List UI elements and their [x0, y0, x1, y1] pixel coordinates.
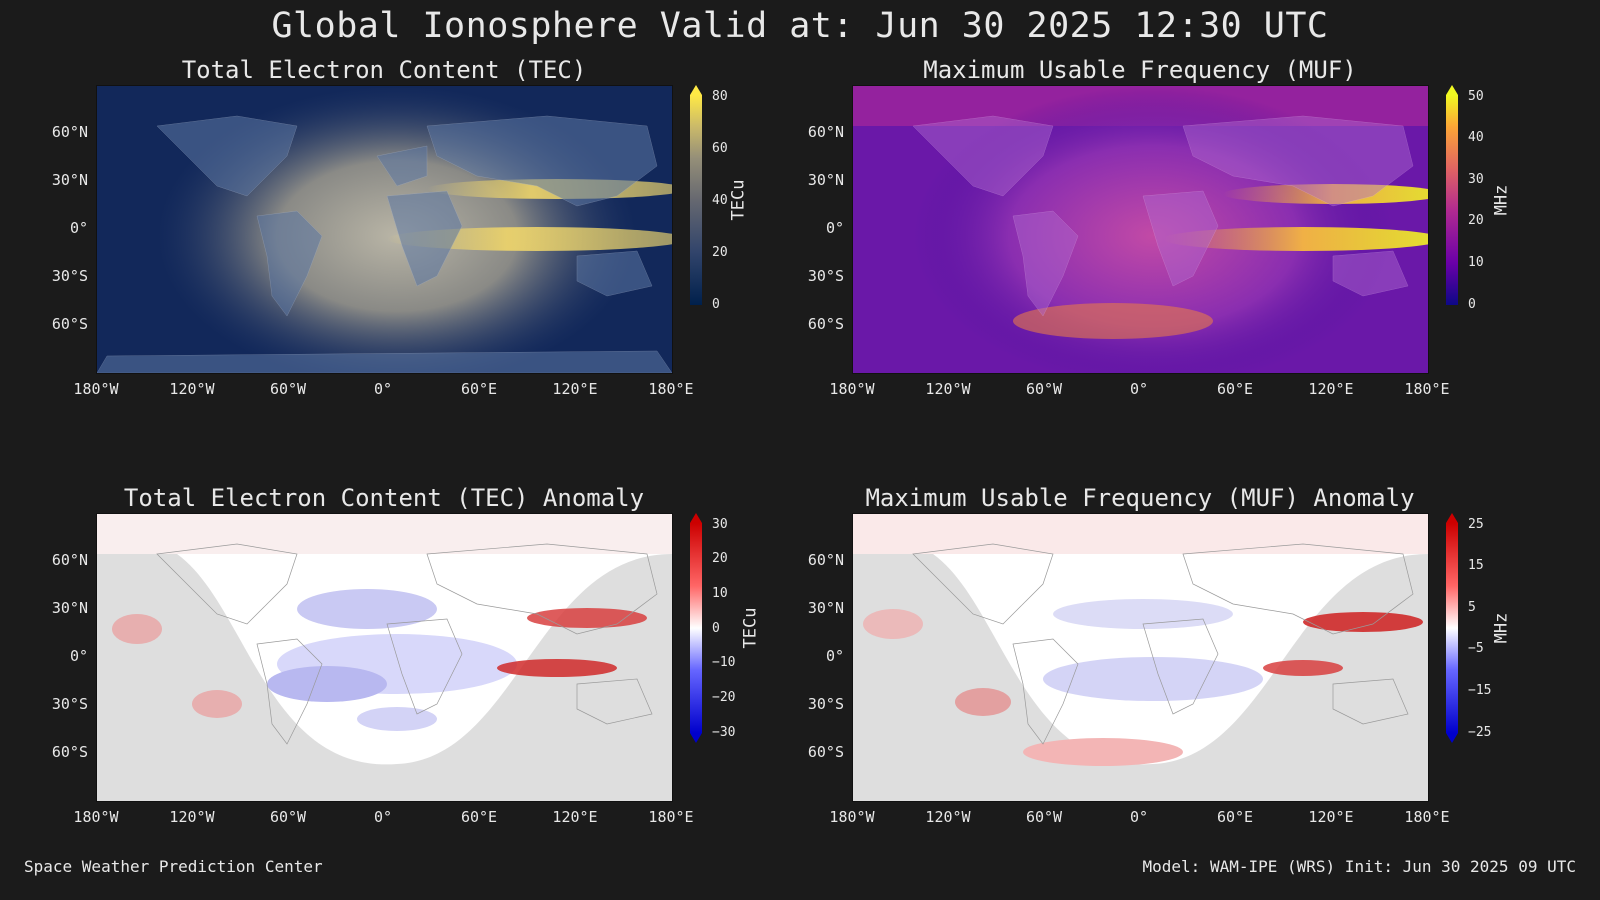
colorbar-tick: −20 — [712, 690, 736, 705]
muf-anomaly-panel-title: Maximum Usable Frequency (MUF) Anomaly — [865, 484, 1415, 512]
footer-agency: Space Weather Prediction Center — [24, 857, 323, 876]
colorbar-tick: −10 — [712, 655, 736, 670]
lat-label: 30°N — [807, 171, 844, 189]
muf-map[interactable] — [852, 85, 1429, 374]
lon-label: 180°E — [648, 380, 694, 398]
lon-label: 0° — [1129, 380, 1149, 398]
colorbar-tick: 60 — [712, 141, 728, 156]
lat-label: 60°N — [51, 551, 88, 569]
footer-model-info: Model: WAM-IPE (WRS) Init: Jun 30 2025 0… — [1142, 857, 1576, 876]
lon-label: 60°E — [460, 380, 498, 398]
colorbar-tick: 5 — [1468, 600, 1476, 615]
tec-panel-title: Total Electron Content (TEC) — [181, 56, 587, 84]
lon-label: 120°W — [169, 808, 215, 826]
lat-label: 0° — [825, 219, 844, 237]
colorbar-tick: −30 — [712, 725, 736, 740]
lon-label: 180°W — [73, 380, 119, 398]
muf-colorbar: 50 40 30 20 10 0 MHz — [1446, 85, 1556, 345]
lon-label: 120°W — [925, 380, 971, 398]
colorbar-tick: 15 — [1468, 558, 1484, 573]
colorbar-tick: 20 — [1468, 213, 1484, 228]
lon-label: 120°E — [552, 380, 598, 398]
lat-label: 0° — [69, 219, 88, 237]
lat-label: 30°S — [51, 267, 88, 285]
tec-anomaly-panel: Total Electron Content (TEC) Anomaly 60°… — [0, 483, 780, 863]
colorbar-tick: −5 — [1468, 641, 1484, 656]
colorbar-tick: 40 — [712, 193, 728, 208]
lat-label: 60°N — [807, 551, 844, 569]
colorbar-tick: 25 — [1468, 517, 1484, 532]
tec-panel: Total Electron Content (TEC) — [0, 55, 780, 435]
lat-label: 60°S — [807, 743, 844, 761]
lon-label: 60°W — [1025, 808, 1063, 826]
lat-label: 0° — [69, 647, 88, 665]
lat-label: 0° — [825, 647, 844, 665]
colorbar-tick: 80 — [712, 89, 728, 104]
muf-anomaly-colorbar-gradient — [1446, 513, 1458, 743]
muf-anomaly-panel: Maximum Usable Frequency (MUF) Anomaly 6… — [756, 483, 1536, 863]
lon-label: 180°E — [648, 808, 694, 826]
lat-label: 60°N — [807, 123, 844, 141]
lon-label: 60°E — [460, 808, 498, 826]
colorbar-tick: 0 — [712, 621, 720, 636]
colorbar-tick: 0 — [1468, 297, 1476, 312]
lat-label: 60°S — [51, 743, 88, 761]
lon-label: 0° — [1129, 808, 1149, 826]
colorbar-tick: 30 — [712, 517, 728, 532]
lat-label: 30°S — [807, 267, 844, 285]
colorbar-tick: 40 — [1468, 130, 1484, 145]
lon-label: 60°E — [1216, 380, 1254, 398]
tec-anomaly-colorbar-gradient — [690, 513, 702, 743]
lon-label: 180°W — [829, 808, 875, 826]
lon-label: 180°W — [829, 380, 875, 398]
lat-label: 30°N — [51, 171, 88, 189]
lon-label: 60°W — [1025, 380, 1063, 398]
lat-label: 60°S — [51, 315, 88, 333]
lon-label: 60°E — [1216, 808, 1254, 826]
colorbar-unit: MHz — [1491, 184, 1512, 216]
colorbar-tick: 10 — [1468, 255, 1484, 270]
tec-map[interactable] — [96, 85, 673, 374]
colorbar-tick: 20 — [712, 551, 728, 566]
muf-panel-title: Maximum Usable Frequency (MUF) — [923, 56, 1357, 84]
lon-label: 60°W — [269, 380, 307, 398]
muf-colorbar-gradient — [1446, 85, 1458, 305]
tec-colorbar: 80 60 40 20 0 TECu — [690, 85, 800, 345]
lon-label: 0° — [373, 380, 393, 398]
lon-label: 120°W — [169, 380, 215, 398]
colorbar-tick: 0 — [712, 297, 720, 312]
lon-label: 180°E — [1404, 380, 1450, 398]
colorbar-tick: −25 — [1468, 725, 1492, 740]
lon-label: 0° — [373, 808, 393, 826]
colorbar-tick: 10 — [712, 586, 728, 601]
tec-anomaly-colorbar: 30 20 10 0 −10 −20 −30 TECu — [690, 513, 800, 773]
colorbar-tick: 50 — [1468, 89, 1484, 104]
lat-label: 30°S — [807, 695, 844, 713]
lon-label: 120°W — [925, 808, 971, 826]
colorbar-tick: 20 — [712, 245, 728, 260]
tec-colorbar-gradient — [690, 85, 702, 305]
colorbar-tick: 30 — [1468, 172, 1484, 187]
lon-label: 120°E — [1308, 808, 1354, 826]
lat-label: 30°S — [51, 695, 88, 713]
tec-anomaly-panel-title: Total Electron Content (TEC) Anomaly — [123, 484, 645, 512]
colorbar-unit: TECu — [728, 179, 749, 221]
colorbar-tick: −15 — [1468, 683, 1492, 698]
colorbar-unit: MHz — [1491, 612, 1512, 644]
lon-label: 120°E — [1308, 380, 1354, 398]
lon-label: 120°E — [552, 808, 598, 826]
lat-label: 30°N — [51, 599, 88, 617]
lon-label: 180°E — [1404, 808, 1450, 826]
lat-label: 30°N — [807, 599, 844, 617]
tec-anomaly-map[interactable] — [96, 513, 673, 802]
lat-label: 60°S — [807, 315, 844, 333]
lon-label: 180°W — [73, 808, 119, 826]
lat-label: 60°N — [51, 123, 88, 141]
page-title: Global Ionosphere Valid at: Jun 30 2025 … — [271, 6, 1329, 46]
muf-anomaly-colorbar: 25 15 5 −5 −15 −25 MHz — [1446, 513, 1556, 773]
muf-anomaly-map[interactable] — [852, 513, 1429, 802]
lon-label: 60°W — [269, 808, 307, 826]
muf-panel: Maximum Usable Frequency (MUF) — [756, 55, 1536, 435]
